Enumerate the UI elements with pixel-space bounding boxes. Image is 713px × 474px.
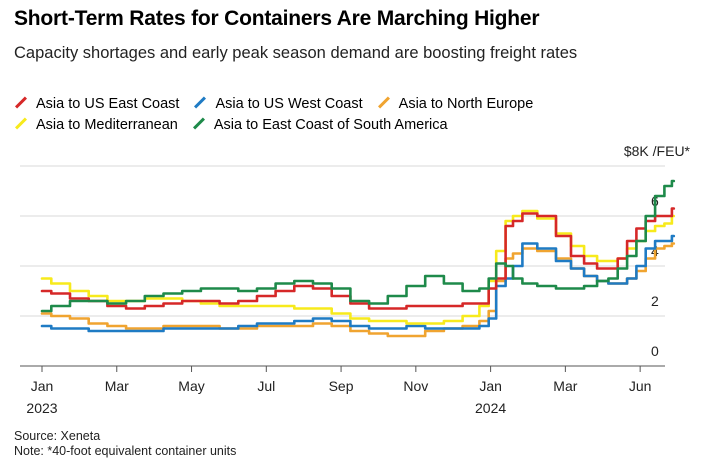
legend-label: Asia to East Coast of South America: [213, 117, 448, 133]
legend-label: Asia to Mediterranean: [36, 117, 178, 133]
chart-title: Short-Term Rates for Containers Are Marc…: [14, 7, 540, 30]
legend-label: Asia to North Europe: [398, 96, 534, 112]
source-text: Source: Xeneta: [14, 429, 101, 443]
legend-item: Asia to North Europe: [377, 94, 534, 115]
x-tick-label: Mar: [105, 378, 129, 394]
series-line-asia-to-us-east-coast: [40, 207, 676, 310]
x-tick-year-label: 2023: [26, 400, 57, 416]
legend-item: Asia to East Coast of South America: [192, 115, 448, 136]
legend: Asia to US East Coast Asia to US West Coa…: [14, 94, 654, 136]
x-tick-year-label: 2024: [475, 400, 506, 416]
y-tick-label: 0: [651, 343, 659, 359]
x-tick-label: Jul: [257, 378, 275, 394]
series-line-asia-to-east-coast-of-south-america: [40, 179, 676, 313]
legend-item: Asia to Mediterranean: [14, 115, 178, 136]
legend-item: Asia to US West Coast: [193, 94, 363, 115]
x-tick-label: Sep: [329, 378, 354, 394]
x-tick-label: May: [178, 378, 204, 394]
x-tick-label: Jan: [479, 378, 502, 394]
y-tick-label: 2: [651, 293, 659, 309]
legend-label: Asia to US West Coast: [215, 96, 363, 112]
series-line-asia-to-us-west-coast: [40, 234, 676, 333]
x-tick-label: Mar: [553, 378, 577, 394]
x-tick-label: Jun: [629, 378, 652, 394]
y-unit-label: $8K /FEU*: [624, 143, 691, 159]
source-note: Source: Xeneta Note: *40-foot equivalent…: [14, 429, 236, 459]
legend-label: Asia to US East Coast: [36, 96, 180, 112]
chart-subtitle: Capacity shortages and early peak season…: [14, 44, 578, 62]
x-tick-label: Jan: [31, 378, 54, 394]
legend-item: Asia to US East Coast: [14, 94, 179, 115]
note-text: Note: *40-foot equivalent container unit…: [14, 444, 237, 458]
x-tick-label: Nov: [403, 378, 428, 394]
